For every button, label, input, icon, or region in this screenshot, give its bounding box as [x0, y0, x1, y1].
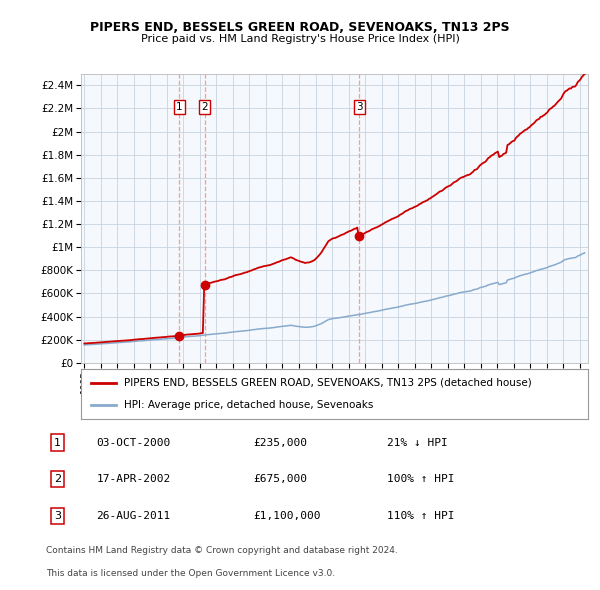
Text: 2: 2 [54, 474, 61, 484]
Text: 26-AUG-2011: 26-AUG-2011 [97, 511, 170, 521]
Text: PIPERS END, BESSELS GREEN ROAD, SEVENOAKS, TN13 2PS: PIPERS END, BESSELS GREEN ROAD, SEVENOAK… [90, 21, 510, 34]
Text: Contains HM Land Registry data © Crown copyright and database right 2024.: Contains HM Land Registry data © Crown c… [46, 546, 398, 555]
Text: £235,000: £235,000 [253, 438, 307, 448]
Text: 3: 3 [356, 102, 362, 112]
Text: 21% ↓ HPI: 21% ↓ HPI [388, 438, 448, 448]
Text: 2: 2 [202, 102, 208, 112]
Text: 110% ↑ HPI: 110% ↑ HPI [388, 511, 455, 521]
Text: HPI: Average price, detached house, Sevenoaks: HPI: Average price, detached house, Seve… [124, 400, 373, 410]
Text: PIPERS END, BESSELS GREEN ROAD, SEVENOAKS, TN13 2PS (detached house): PIPERS END, BESSELS GREEN ROAD, SEVENOAK… [124, 378, 532, 388]
Text: 17-APR-2002: 17-APR-2002 [97, 474, 170, 484]
Text: 1: 1 [54, 438, 61, 448]
Text: This data is licensed under the Open Government Licence v3.0.: This data is licensed under the Open Gov… [46, 569, 335, 578]
Text: 1: 1 [176, 102, 182, 112]
Text: 3: 3 [54, 511, 61, 521]
Text: Price paid vs. HM Land Registry's House Price Index (HPI): Price paid vs. HM Land Registry's House … [140, 34, 460, 44]
Text: £1,100,000: £1,100,000 [253, 511, 320, 521]
Text: £675,000: £675,000 [253, 474, 307, 484]
Text: 03-OCT-2000: 03-OCT-2000 [97, 438, 170, 448]
Text: 100% ↑ HPI: 100% ↑ HPI [388, 474, 455, 484]
